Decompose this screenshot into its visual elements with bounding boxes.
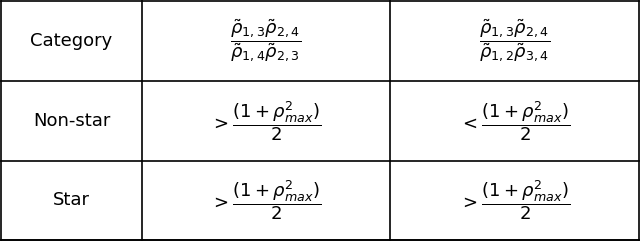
Text: $> \dfrac{(1 + \rho^2_{max})}{2}$: $> \dfrac{(1 + \rho^2_{max})}{2}$ xyxy=(211,99,321,143)
Text: $\dfrac{\tilde{\rho}_{1,3}\tilde{\rho}_{2,4}}{\tilde{\rho}_{1,2}\tilde{\rho}_{3,: $\dfrac{\tilde{\rho}_{1,3}\tilde{\rho}_{… xyxy=(479,18,550,64)
Text: Non-star: Non-star xyxy=(33,112,110,130)
Text: $> \dfrac{(1 + \rho^2_{max})}{2}$: $> \dfrac{(1 + \rho^2_{max})}{2}$ xyxy=(459,179,570,222)
Text: $\dfrac{\tilde{\rho}_{1,3}\tilde{\rho}_{2,4}}{\tilde{\rho}_{1,4}\tilde{\rho}_{2,: $\dfrac{\tilde{\rho}_{1,3}\tilde{\rho}_{… xyxy=(230,18,301,64)
Text: Category: Category xyxy=(30,32,113,50)
Text: $< \dfrac{(1 + \rho^2_{max})}{2}$: $< \dfrac{(1 + \rho^2_{max})}{2}$ xyxy=(459,99,570,143)
Text: Star: Star xyxy=(53,191,90,209)
Text: $> \dfrac{(1 + \rho^2_{max})}{2}$: $> \dfrac{(1 + \rho^2_{max})}{2}$ xyxy=(211,179,321,222)
